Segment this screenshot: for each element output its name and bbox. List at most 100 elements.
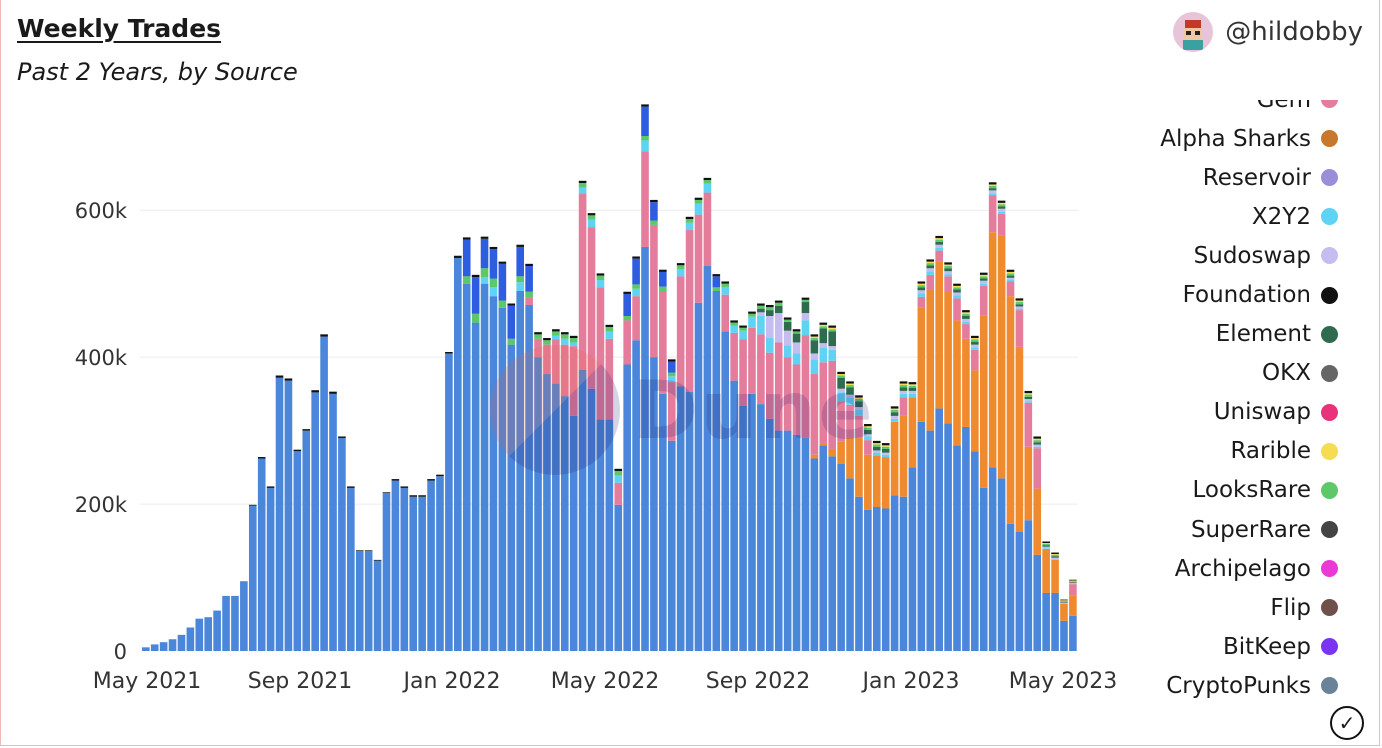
legend-item[interactable]: Foundation	[1078, 275, 1338, 314]
bar-segment[interactable]	[1042, 548, 1050, 549]
bar-segment[interactable]	[971, 347, 979, 350]
bar-segment[interactable]	[1006, 277, 1015, 280]
legend-item[interactable]: Rarible	[1078, 432, 1338, 471]
bar-segment[interactable]	[1006, 281, 1015, 297]
bar-segment[interactable]	[516, 291, 525, 651]
bar-segment[interactable]	[988, 195, 997, 233]
bar-segment[interactable]	[971, 339, 979, 342]
bar-segment[interactable]	[462, 283, 471, 651]
bar-segment[interactable]	[953, 283, 961, 286]
bar-segment[interactable]	[623, 364, 631, 651]
bar-segment[interactable]	[552, 331, 560, 336]
bar-segment[interactable]	[721, 281, 730, 284]
bar-segment[interactable]	[926, 271, 935, 275]
bar-segment[interactable]	[855, 496, 863, 651]
bar-segment[interactable]	[757, 404, 765, 651]
legend-item[interactable]: X2Y2	[1078, 197, 1338, 236]
bar-segment[interactable]	[819, 322, 828, 325]
bar-segment[interactable]	[810, 374, 819, 455]
bar-segment[interactable]	[766, 338, 774, 353]
bar-segment[interactable]	[543, 338, 551, 341]
bar-segment[interactable]	[605, 327, 614, 332]
bar-segment[interactable]	[587, 219, 596, 228]
bar-segment[interactable]	[302, 429, 311, 431]
bar-segment[interactable]	[284, 380, 293, 651]
bar-segment[interactable]	[944, 423, 952, 651]
bar-segment[interactable]	[560, 396, 569, 651]
bar-segment[interactable]	[694, 203, 703, 215]
bar-segment[interactable]	[694, 199, 703, 204]
bar-segment[interactable]	[997, 206, 1006, 209]
bar-segment[interactable]	[988, 185, 997, 189]
bar-segment[interactable]	[578, 180, 587, 184]
bar-segment[interactable]	[569, 415, 578, 651]
bar-segment[interactable]	[543, 344, 551, 375]
bar-segment[interactable]	[525, 291, 533, 298]
legend-item[interactable]: Reservoir	[1078, 158, 1338, 197]
bar-segment[interactable]	[846, 404, 854, 438]
bar-segment[interactable]	[810, 458, 819, 651]
legend-item[interactable]: BitKeep	[1078, 627, 1338, 666]
bar-segment[interactable]	[864, 423, 872, 427]
bar-segment[interactable]	[1024, 393, 1033, 395]
bar-segment[interactable]	[890, 408, 899, 411]
bar-segment[interactable]	[855, 410, 863, 416]
bar-segment[interactable]	[810, 454, 819, 459]
bar-segment[interactable]	[257, 457, 266, 459]
bar-segment[interactable]	[855, 395, 863, 398]
bar-segment[interactable]	[979, 285, 988, 316]
bar-segment[interactable]	[935, 244, 943, 248]
bar-segment[interactable]	[926, 289, 935, 431]
bar-segment[interactable]	[1024, 446, 1033, 521]
bar-segment[interactable]	[757, 312, 765, 316]
bar-segment[interactable]	[766, 304, 774, 308]
bar-segment[interactable]	[560, 338, 569, 345]
bar-segment[interactable]	[1006, 271, 1015, 274]
bar-segment[interactable]	[828, 329, 837, 332]
bar-segment[interactable]	[864, 454, 872, 510]
bar-segment[interactable]	[1006, 523, 1015, 651]
bar-segment[interactable]	[944, 268, 952, 272]
bar-segment[interactable]	[988, 188, 997, 191]
bar-segment[interactable]	[801, 437, 810, 651]
bar-segment[interactable]	[890, 418, 899, 422]
bar-segment[interactable]	[596, 287, 605, 420]
bar-segment[interactable]	[881, 452, 890, 455]
bar-segment[interactable]	[712, 291, 721, 651]
bar-segment[interactable]	[418, 496, 426, 651]
bar-segment[interactable]	[525, 266, 533, 292]
bar-segment[interactable]	[257, 458, 266, 651]
bar-segment[interactable]	[650, 224, 658, 358]
bar-segment[interactable]	[1015, 308, 1024, 311]
bar-segment[interactable]	[641, 136, 649, 141]
bar-segment[interactable]	[587, 213, 596, 216]
bar-segment[interactable]	[988, 232, 997, 468]
bar-segment[interactable]	[578, 187, 587, 194]
bar-segment[interactable]	[480, 283, 489, 651]
bar-segment[interactable]	[962, 312, 970, 314]
bar-segment[interactable]	[926, 430, 935, 651]
bar-segment[interactable]	[953, 445, 961, 651]
bar-segment[interactable]	[1042, 592, 1050, 651]
bar-segment[interactable]	[757, 305, 765, 309]
bar-segment[interactable]	[819, 347, 828, 363]
bar-segment[interactable]	[962, 315, 970, 319]
bar-segment[interactable]	[436, 476, 444, 651]
bar-segment[interactable]	[641, 246, 649, 651]
bar-segment[interactable]	[623, 293, 631, 316]
bar-segment[interactable]	[400, 487, 409, 651]
bar-segment[interactable]	[1051, 592, 1059, 651]
bar-segment[interactable]	[703, 266, 712, 651]
bar-segment[interactable]	[730, 322, 738, 326]
bar-segment[interactable]	[935, 247, 943, 251]
bar-segment[interactable]	[730, 320, 738, 323]
bar-segment[interactable]	[935, 239, 943, 242]
bar-segment[interactable]	[881, 454, 890, 458]
bar-segment[interactable]	[516, 276, 525, 283]
bar-segment[interactable]	[659, 271, 667, 287]
bar-segment[interactable]	[917, 287, 926, 291]
bar-segment[interactable]	[1060, 601, 1068, 602]
bar-segment[interactable]	[828, 325, 837, 328]
bar-segment[interactable]	[150, 644, 159, 651]
bar-segment[interactable]	[783, 330, 792, 346]
